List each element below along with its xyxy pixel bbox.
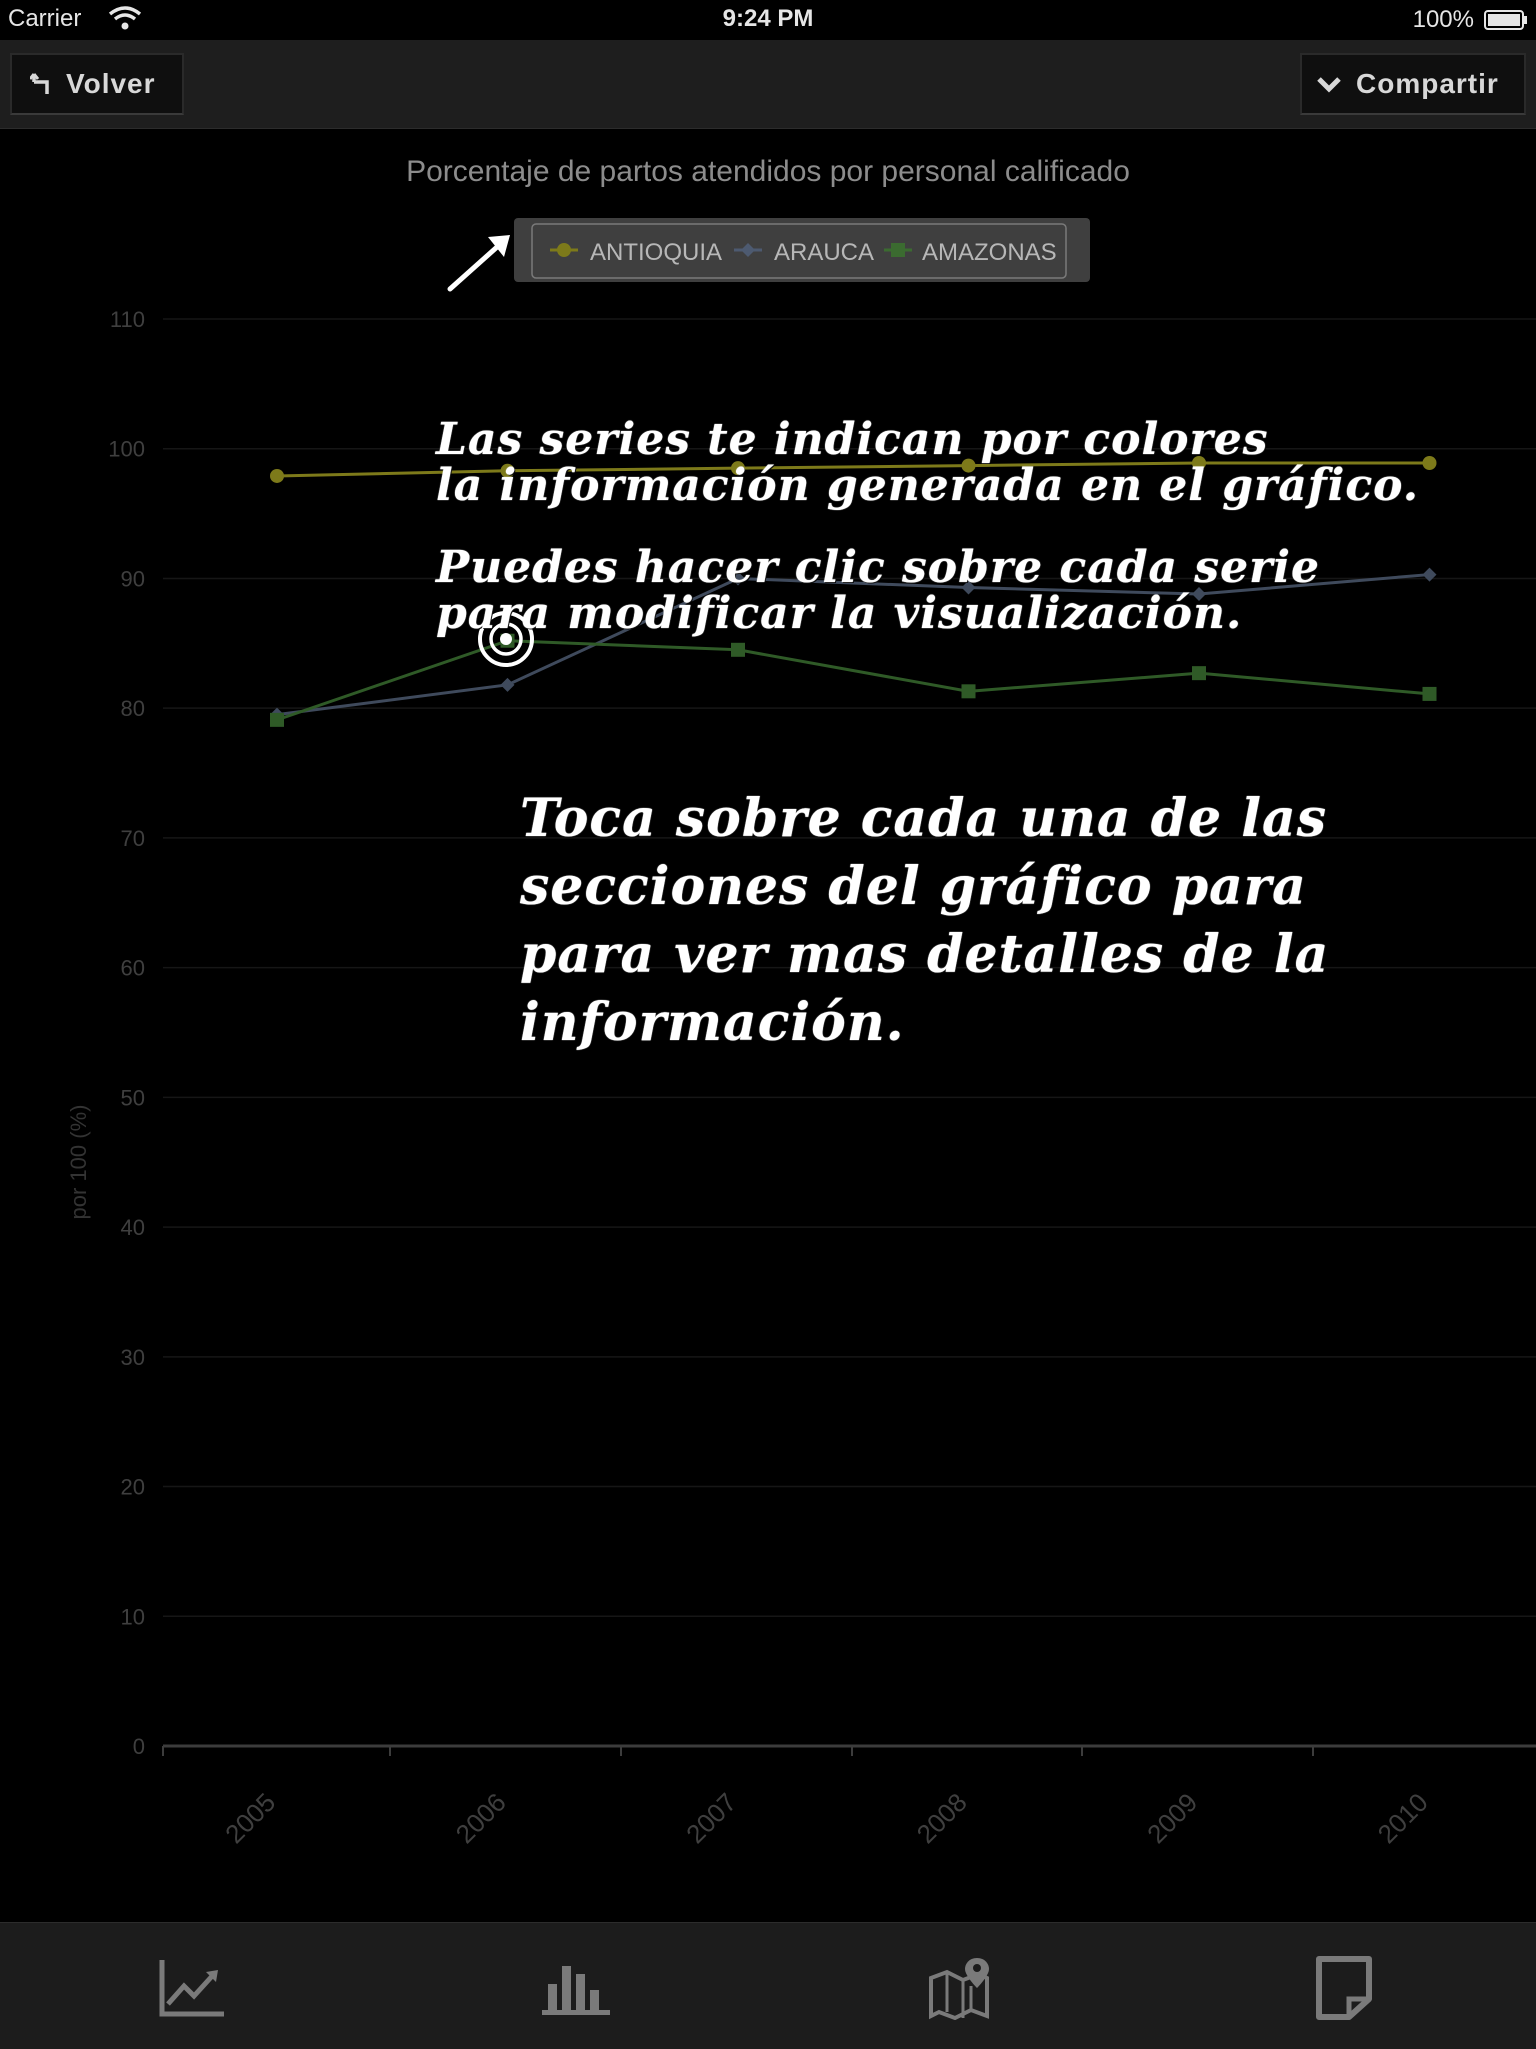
line-chart-icon: [159, 1960, 224, 2017]
data-point[interactable]: [500, 463, 515, 478]
y-tick-label: 30: [121, 1345, 145, 1370]
data-point[interactable]: [731, 642, 745, 657]
share-button[interactable]: Compartir: [1300, 53, 1526, 115]
svg-text:ANTIOQUIA: ANTIOQUIA: [590, 239, 722, 266]
series-line[interactable]: [276, 573, 1430, 717]
x-tick-label: 2005: [219, 1787, 281, 1849]
data-point[interactable]: [731, 571, 745, 586]
y-tick-label: 40: [121, 1215, 145, 1240]
y-tick-label: 70: [121, 826, 145, 851]
legend-item-arauca[interactable]: ARAUCA: [734, 239, 874, 266]
data-point[interactable]: [961, 684, 976, 699]
x-tick-label: 2006: [450, 1787, 512, 1849]
svg-text:AMAZONAS: AMAZONAS: [922, 239, 1057, 266]
series-line[interactable]: [276, 639, 1430, 722]
data-point[interactable]: [270, 712, 284, 727]
y-tick-label: 10: [121, 1604, 145, 1629]
data-point[interactable]: [1422, 455, 1437, 470]
y-tick-label: 20: [121, 1475, 145, 1500]
hint-click-series: Puedes hacer clic sobre cada serie para …: [436, 542, 1320, 639]
bar-chart-icon: [542, 1966, 610, 2015]
series-arauca[interactable]: [270, 567, 1437, 722]
data-point[interactable]: [961, 458, 976, 473]
chevron-down-icon: [1317, 77, 1341, 93]
data-point[interactable]: [731, 461, 745, 476]
chart-legend: ANTIOQUIA ARAUCA AMAZONAS: [514, 218, 1090, 282]
battery-percent: 100%: [1412, 6, 1474, 33]
data-point[interactable]: [961, 580, 976, 595]
legend-item-amazonas[interactable]: AMAZONAS: [884, 239, 1057, 266]
tab-bar: [0, 1922, 1536, 2049]
data-point[interactable]: [1422, 686, 1437, 701]
line-chart: Porcentaje de partos atendidos por perso…: [66, 155, 1536, 1849]
svg-text:ARAUCA: ARAUCA: [774, 239, 874, 266]
battery-icon: [1484, 10, 1527, 30]
data-point[interactable]: [1422, 567, 1437, 582]
tab-line-chart[interactable]: [152, 1953, 232, 2023]
series-amazonas[interactable]: [270, 633, 1437, 727]
tab-bar-chart[interactable]: [536, 1953, 616, 2023]
data-point[interactable]: [270, 468, 284, 483]
data-point[interactable]: [500, 677, 515, 692]
annotation-arrow: [447, 235, 510, 292]
y-axis-label: por 100 (%): [66, 1105, 91, 1220]
status-bar: Carrier 9:24 PM 100%: [0, 0, 1536, 40]
series-layer: [270, 455, 1437, 727]
wifi-icon: [108, 6, 142, 30]
y-tick-label: 50: [121, 1085, 145, 1110]
data-point[interactable]: [1192, 587, 1206, 602]
note-icon: [1316, 1956, 1372, 2020]
grid: [163, 318, 1536, 1618]
data-point[interactable]: [1192, 666, 1206, 681]
chart-title: Porcentaje de partos atendidos por perso…: [406, 155, 1130, 188]
series-line[interactable]: [276, 461, 1430, 478]
navigation-bar: Volver Compartir: [0, 40, 1536, 129]
x-tick-label: 2008: [911, 1787, 973, 1849]
x-tick-label: 2007: [680, 1787, 742, 1849]
back-button-label: Volver: [66, 68, 156, 99]
y-axis: 0 10 20 30 40 50 60 70 80 90 100 110: [108, 307, 145, 1759]
carrier-label: Carrier: [8, 5, 82, 32]
y-tick-label: 60: [121, 956, 145, 981]
tap-target-icon: [478, 611, 534, 667]
hint-touch-sections: Toca sobre cada una de las secciones del…: [520, 788, 1330, 1053]
y-tick-label: 80: [121, 696, 145, 721]
y-tick-label: 100: [108, 437, 145, 462]
x-tick-label: 2010: [1372, 1787, 1434, 1849]
y-tick-label: 110: [110, 307, 145, 332]
clock: 9:24 PM: [722, 5, 814, 32]
series-antioquia[interactable]: [270, 455, 1437, 483]
tab-map[interactable]: [920, 1953, 1000, 2023]
map-pin-icon: [929, 1958, 989, 2020]
undo-arrow-icon: [30, 73, 49, 94]
x-tick-label: 2009: [1141, 1787, 1203, 1849]
legend-item-antioquia[interactable]: ANTIOQUIA: [550, 239, 722, 266]
hint-series-colors: Las series te indican por colores la inf…: [436, 414, 1420, 511]
chart-area: Porcentaje de partos atendidos por perso…: [0, 129, 1536, 1921]
y-tick-label: 90: [121, 566, 145, 591]
share-button-label: Compartir: [1356, 68, 1499, 99]
y-tick-label: 0: [133, 1734, 145, 1759]
tab-notes[interactable]: [1304, 1953, 1384, 2023]
x-axis: 2005 2006 2007 2008 2009 2010: [162, 1744, 1536, 1849]
data-point[interactable]: [1192, 455, 1206, 470]
back-button[interactable]: Volver: [10, 53, 184, 115]
